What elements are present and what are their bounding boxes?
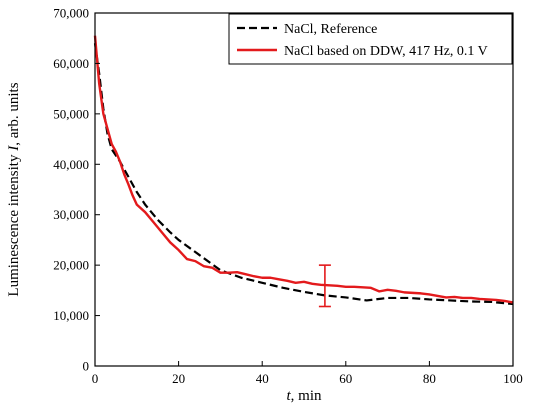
x-tick-label: 80 <box>423 371 436 386</box>
y-axis-title-before: Luminescence intensity <box>6 151 22 297</box>
y-tick-label: 10,000 <box>53 308 89 323</box>
legend-label-reference: NaCl, Reference <box>284 22 377 37</box>
plot-frame <box>94 12 514 367</box>
y-tick-label: 30,000 <box>53 207 89 222</box>
y-axis-title-italic: I <box>6 145 22 152</box>
y-tick-label: 70,000 <box>53 6 89 21</box>
x-axis-title-italic: t <box>286 388 291 404</box>
y-tick-label: 60,000 <box>53 56 89 71</box>
y-tick-label: 40,000 <box>53 157 89 172</box>
x-tick-label: 60 <box>339 371 352 386</box>
y-axis-title: Luminescence intensity I, arb. units <box>6 82 22 296</box>
x-tick-label: 0 <box>92 371 99 386</box>
x-tick-label: 40 <box>256 371 269 386</box>
y-tick-label: 0 <box>83 359 90 374</box>
x-axis-title: t, min <box>286 388 322 404</box>
x-axis-title-rest: , min <box>291 388 322 404</box>
x-axis: 0 20 40 60 80 100 <box>92 361 523 386</box>
y-tick-label: 20,000 <box>53 258 89 273</box>
y-axis-title-after: , arb. units <box>6 82 22 145</box>
series-ddw-line <box>93 35 514 304</box>
legend-box <box>228 13 513 65</box>
legend-label-ddw: NaCl based on DDW, 417 Hz, 0.1 V <box>284 44 488 59</box>
y-tick-label: 50,000 <box>53 106 89 121</box>
x-tick-label: 20 <box>172 371 185 386</box>
series-reference-line <box>93 43 514 306</box>
x-tick-label: 100 <box>503 371 523 386</box>
y-axis: 0 10,000 20,000 30,000 40,000 50,000 60,000 70,… <box>53 6 100 374</box>
legend: NaCl, Reference NaCl based on DDW, 417 H… <box>228 13 513 65</box>
plot-content <box>93 35 514 308</box>
